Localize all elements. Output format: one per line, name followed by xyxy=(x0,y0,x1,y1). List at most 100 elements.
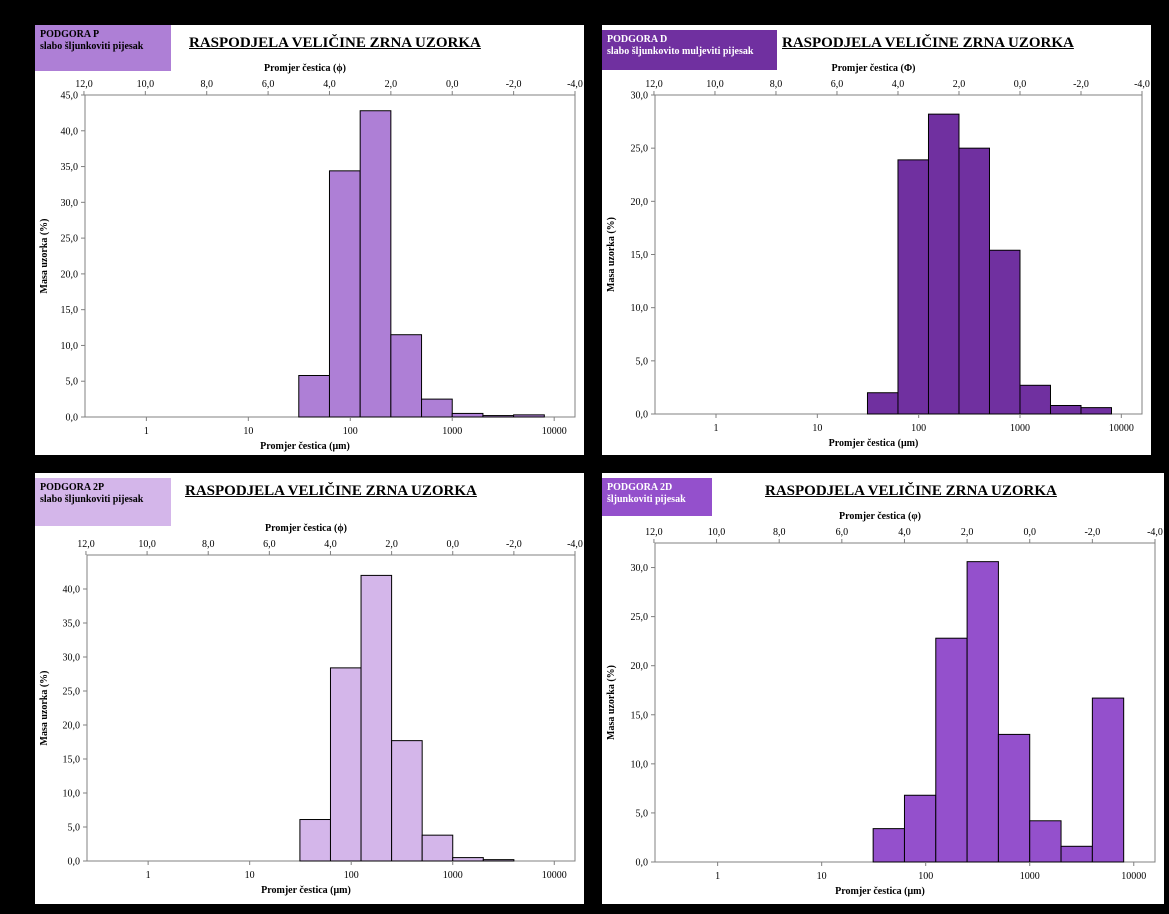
histogram-bar xyxy=(360,574,393,862)
y-tick-label: 35,0 xyxy=(63,619,81,630)
x-tick-label: 1000 xyxy=(442,426,462,437)
histogram-bar xyxy=(872,828,905,863)
histogram-bar xyxy=(958,147,990,415)
histogram-bar xyxy=(1049,404,1082,415)
y-tick-label: 30,0 xyxy=(61,198,79,209)
histogram-bar xyxy=(328,170,361,418)
top-tick-label: -4,0 xyxy=(1147,527,1163,538)
sample-description: slabo šljunkoviti pijesak xyxy=(40,41,144,52)
top-tick-label: 4,0 xyxy=(324,539,337,550)
x-tick-label: 10 xyxy=(245,870,255,881)
histogram-bar xyxy=(482,415,515,418)
histogram-bar xyxy=(421,834,454,862)
top-tick-label: 4,0 xyxy=(323,79,336,90)
histogram-bar xyxy=(452,857,484,862)
y-tick-label: 20,0 xyxy=(63,721,81,732)
chart-panel-a: PODGORA P slabo šljunkoviti pijesak RASP… xyxy=(35,25,584,455)
y-tick-label: 15,0 xyxy=(631,710,649,721)
histogram-bar xyxy=(299,819,331,862)
sample-name: PODGORA P xyxy=(40,29,100,40)
y-axis-title: Masa uzorka (%) xyxy=(39,219,50,294)
histogram-bar xyxy=(1080,407,1112,415)
y-tick-label: 25,0 xyxy=(63,687,81,698)
histogram-bar xyxy=(391,740,423,862)
y-tick-label: 0,0 xyxy=(66,413,79,424)
top-tick-label: 8,0 xyxy=(773,527,786,538)
histogram-bar xyxy=(927,113,960,415)
y-axis-title: Masa uzorka (%) xyxy=(606,665,617,740)
y-tick-label: 30,0 xyxy=(631,91,649,102)
histogram-bar xyxy=(421,398,453,418)
histogram-bar xyxy=(866,392,899,415)
y-tick-label: 25,0 xyxy=(61,234,79,245)
y-tick-label: 20,0 xyxy=(631,661,649,672)
sample-name: PODGORA 2D xyxy=(607,482,673,493)
top-tick-label: 12,0 xyxy=(645,79,663,90)
top-tick-label: -2,0 xyxy=(506,539,522,550)
x-tick-label: 10 xyxy=(817,871,827,882)
sample-description: šljunkoviti pijesak xyxy=(607,494,686,505)
histogram-bar xyxy=(482,859,515,862)
y-tick-label: 25,0 xyxy=(631,144,649,155)
top-tick-label: 10,0 xyxy=(137,79,155,90)
x-tick-label: 1000 xyxy=(1020,871,1040,882)
x-tick-label: 1000 xyxy=(443,870,463,881)
y-tick-label: 15,0 xyxy=(631,250,649,261)
x-axis-title: Promjer čestica (μm) xyxy=(829,438,919,449)
chart-panel-d: PODGORA 2D šljunkoviti pijesak RASPODJEL… xyxy=(602,473,1164,904)
histogram-bar xyxy=(513,414,545,418)
y-tick-label: 25,0 xyxy=(631,612,649,623)
chart-svg: 0,0 5,0 10,0 15,0 20,0 25,0 30,0 1 10 100 1000 1000… xyxy=(606,63,1150,449)
chart-panel-b: PODGORA D slabo šljunkovito muljeviti pi… xyxy=(602,25,1151,455)
top-tick-label: 10,0 xyxy=(138,539,156,550)
top-tick-label: 8,0 xyxy=(770,79,783,90)
sample-description: slabo šljunkovito muljeviti pijesak xyxy=(607,46,754,57)
panel-letter: c xyxy=(35,885,41,902)
y-tick-label: 10,0 xyxy=(631,759,649,770)
top-tick-label: 6,0 xyxy=(836,527,849,538)
top-tick-label: 2,0 xyxy=(953,79,966,90)
histogram-bar xyxy=(988,249,1021,415)
top-tick-label: 2,0 xyxy=(961,527,974,538)
top-tick-label: -2,0 xyxy=(1084,527,1100,538)
chart-title: RASPODJELA VELIČINE ZRNA UZORKA xyxy=(189,35,481,51)
top-tick-label: -4,0 xyxy=(1134,79,1150,90)
x-tick-label: 100 xyxy=(918,871,933,882)
panel-letter: b xyxy=(606,435,615,452)
y-tick-label: 20,0 xyxy=(61,269,79,280)
sample-name: PODGORA D xyxy=(607,34,668,45)
histogram-bar xyxy=(1019,384,1051,415)
x-tick-label: 1 xyxy=(714,423,719,434)
x-tick-label: 100 xyxy=(344,870,359,881)
chart-panel-c: PODGORA 2P slabo šljunkoviti pijesak RAS… xyxy=(35,473,584,904)
top-tick-label: 4,0 xyxy=(892,79,905,90)
x-tick-label: 1000 xyxy=(1010,423,1030,434)
y-tick-label: 15,0 xyxy=(63,755,81,766)
y-tick-label: 0,0 xyxy=(68,857,81,868)
x-tick-label: 10 xyxy=(812,423,822,434)
histogram-bar xyxy=(329,667,362,862)
panel-letter: a xyxy=(35,439,41,455)
y-tick-label: 5,0 xyxy=(66,377,79,388)
top-tick-label: 0,0 xyxy=(1014,79,1026,90)
top-axis-title: Promjer čestica (ϕ) xyxy=(265,523,347,534)
histogram-bar xyxy=(1029,820,1062,863)
y-tick-label: 35,0 xyxy=(61,162,79,173)
y-tick-label: 30,0 xyxy=(631,563,649,574)
top-axis-title: Promjer čestica (φ) xyxy=(839,511,921,522)
x-tick-label: 100 xyxy=(343,426,358,437)
top-tick-label: 8,0 xyxy=(202,539,215,550)
y-tick-label: 45,0 xyxy=(61,91,79,102)
chart-svg: 0,0 5,0 10,0 15,0 20,0 25,0 30,0 1 10 100 1000 1000… xyxy=(606,511,1163,897)
y-axis-title: Masa uzorka (%) xyxy=(606,217,617,292)
top-tick-label: 10,0 xyxy=(706,79,724,90)
x-tick-label: 100 xyxy=(911,423,926,434)
y-tick-label: 40,0 xyxy=(61,126,79,137)
y-axis-title: Masa uzorka (%) xyxy=(39,671,50,746)
y-tick-label: 10,0 xyxy=(61,341,79,352)
sample-description: slabo šljunkoviti pijesak xyxy=(40,494,144,505)
histogram-bar xyxy=(451,412,484,418)
top-tick-label: 4,0 xyxy=(898,527,911,538)
top-tick-label: 2,0 xyxy=(385,539,398,550)
x-tick-label: 10 xyxy=(243,426,253,437)
